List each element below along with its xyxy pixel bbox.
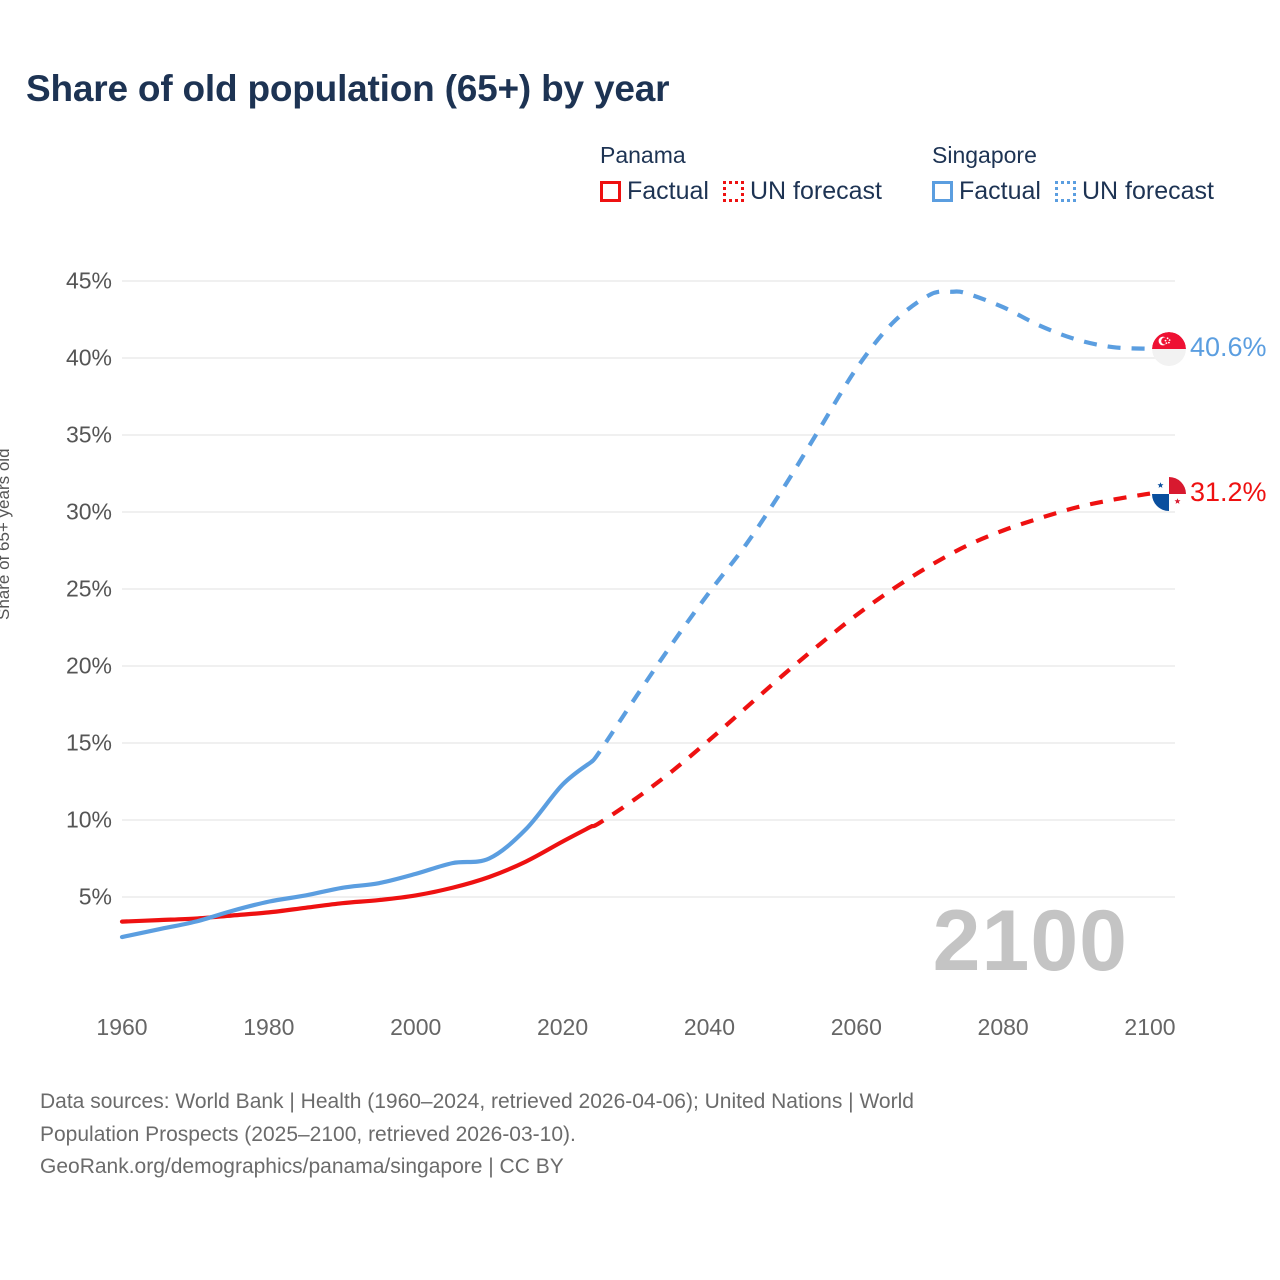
legend-country-singapore: Singapore (932, 142, 1037, 168)
legend-item-singapore-forecast[interactable]: UN forecast (1054, 177, 1214, 206)
legend-item-panama-forecast[interactable]: UN forecast (722, 177, 882, 206)
legend-item-singapore-factual[interactable]: Factual (932, 177, 1041, 206)
y-axis-tick-label: 30% (65, 498, 112, 525)
legend-label-panama-forecast: UN forecast (749, 177, 882, 205)
x-axis-tick-label: 2000 (390, 1014, 442, 1040)
y-axis-tick-label: 5% (78, 883, 112, 910)
x-axis-tick-label: 2020 (536, 1014, 589, 1040)
legend-swatch-solid-icon (600, 181, 621, 202)
singapore-end-value: 40.6% (1190, 331, 1267, 362)
x-axis-tick-label: 1980 (243, 1014, 295, 1040)
x-axis-tick-label: 2060 (830, 1014, 882, 1040)
legend-label-singapore-factual: Factual (959, 177, 1041, 205)
x-axis-tick-label: 2080 (977, 1014, 1029, 1040)
series-line-forecast (590, 289, 1151, 763)
y-axis-tick-label: 20% (65, 652, 112, 679)
page-title: Share of old population (65+) by year (26, 68, 670, 109)
panama-flag-icon (1152, 476, 1186, 511)
y-axis-tick-label: 15% (65, 729, 112, 756)
legend-swatch-dotted-icon (722, 181, 744, 202)
footer-sources: Data sources: World Bank | Health (1960–… (40, 1086, 1220, 1184)
legend-swatch-solid-icon (932, 181, 953, 202)
legend-group-panama: Panama Factual UN forecast (600, 142, 896, 206)
series-line-factual (119, 824, 595, 924)
legend-row-singapore: Factual UN forecast (932, 177, 1228, 206)
legend-item-panama-factual[interactable]: Factual (600, 177, 709, 206)
singapore-flag-icon (1152, 331, 1186, 366)
legend-label-singapore-forecast: UN forecast (1081, 177, 1214, 205)
legend-country-panama: Panama (600, 142, 686, 168)
y-axis-tick-label: 25% (65, 575, 112, 602)
footer-line-3: GeoRank.org/demographics/panama/singapor… (40, 1155, 564, 1179)
series-line-factual (119, 759, 595, 940)
x-axis-tick-label: 1960 (96, 1014, 148, 1040)
x-axis-tick-label: 2040 (683, 1014, 736, 1040)
footer-line-2: Population Prospects (2025–2100, retriev… (40, 1122, 576, 1146)
legend-swatch-dotted-icon (1054, 181, 1076, 202)
year-watermark: 2100 (932, 893, 1128, 989)
chart-legend: Panama Factual UN forecast Singapore Fac… (600, 142, 1260, 232)
legend-group-singapore: Singapore Factual UN forecast (932, 142, 1228, 206)
y-axis-tick-label: 35% (65, 421, 112, 448)
legend-row-panama: Factual UN forecast (600, 177, 896, 206)
panama-end-value: 31.2% (1190, 476, 1267, 507)
legend-label-panama-factual: Factual (627, 177, 709, 205)
y-axis-tick-label: 10% (65, 806, 112, 833)
y-axis-tick-label: 45% (65, 267, 112, 294)
series-line-forecast (591, 491, 1151, 829)
x-axis-tick-label: 2100 (1124, 1014, 1176, 1040)
footer-line-1: Data sources: World Bank | Health (1960–… (40, 1090, 914, 1113)
y-axis-tick-label: 40% (65, 344, 112, 371)
